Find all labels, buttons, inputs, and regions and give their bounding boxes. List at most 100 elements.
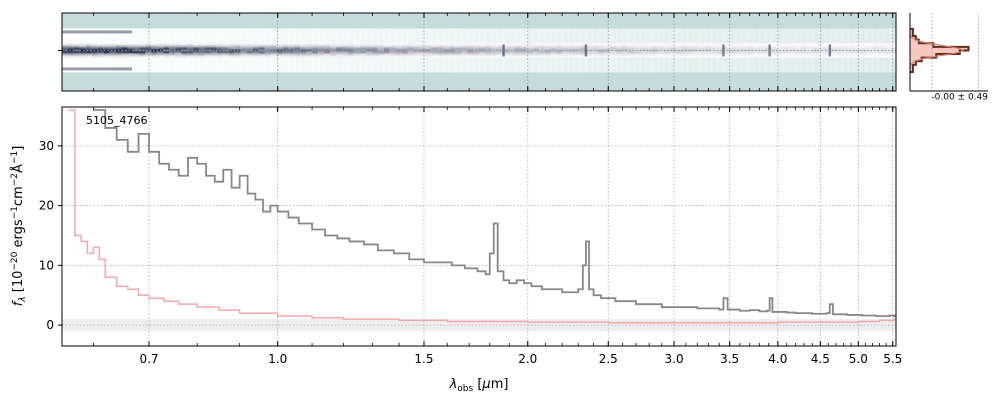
trace-core-cell (85, 49, 93, 52)
trace-core-cell (800, 55, 808, 58)
trace-core-cell (812, 43, 820, 46)
trace-core-cell (776, 47, 784, 50)
trace-core-cell (270, 49, 278, 52)
trace-core-cell (407, 49, 415, 52)
trace-core-cell (347, 53, 355, 56)
trace-core-cell (872, 45, 879, 48)
trace-core-cell (473, 55, 480, 58)
trace-core-cell (717, 55, 724, 58)
trace-core-cell (860, 51, 867, 54)
trace-core-cell (848, 45, 855, 48)
trace-core-cell (443, 53, 450, 56)
trace-core-cell (461, 47, 468, 50)
trace-core-cell (598, 55, 605, 58)
trace-core-cell (163, 53, 170, 56)
trace-core-cell (526, 49, 534, 52)
trace-core-cell (282, 51, 289, 54)
trace-core-cell (705, 55, 712, 58)
trace-core-cell (729, 49, 736, 52)
trace-core-cell (705, 51, 712, 54)
trace-core-cell (419, 51, 426, 54)
trace-core-cell (115, 53, 123, 56)
trace-core-cell (234, 43, 242, 46)
trace-core-cell (616, 51, 623, 54)
trace-core-cell (806, 47, 814, 50)
trace-core-cell (264, 49, 272, 52)
trace-core-cell (139, 51, 146, 54)
trace-core-cell (419, 55, 426, 58)
trace-core-cell (651, 43, 659, 46)
trace-core-cell (782, 55, 790, 58)
histogram-bar (910, 50, 960, 55)
trace-core-cell (324, 51, 331, 54)
trace-core-cell (246, 43, 254, 46)
trace-core-cell (812, 53, 820, 56)
trace-core-cell (103, 51, 111, 54)
trace-core-cell (181, 53, 188, 56)
emission-line-column (722, 44, 725, 57)
trace-core-cell (610, 49, 617, 52)
trace-core-cell (318, 45, 325, 48)
y-tick-label: 0 (46, 318, 54, 332)
trace-core-cell (806, 53, 814, 56)
trace-core-cell (288, 51, 295, 54)
trace-core-cell (467, 49, 474, 52)
trace-core-cell (502, 47, 510, 50)
trace-core-cell (806, 49, 814, 52)
trace-core-cell (240, 53, 248, 56)
trace-core-cell (467, 47, 474, 50)
trace-core-cell (788, 53, 796, 56)
trace-core-cell (502, 45, 510, 48)
trace-core-cell (687, 51, 695, 54)
trace-core-cell (145, 49, 152, 52)
trace-core-cell (377, 47, 385, 50)
trace-core-cell (788, 45, 796, 48)
trace-core-cell (425, 45, 432, 48)
trace-core-cell (878, 43, 885, 46)
trace-core-cell (109, 51, 117, 54)
histogram-bar (910, 43, 934, 47)
trace-core-cell (371, 43, 379, 46)
trace-core-cell (258, 47, 266, 50)
trace-core-cell (294, 55, 301, 58)
trace-core-cell (383, 55, 391, 58)
trace-core-cell (228, 55, 236, 58)
trace-core-cell (729, 47, 736, 50)
trace-core-cell (592, 55, 599, 58)
trace-core-cell (175, 45, 182, 48)
trace-core-cell (306, 43, 313, 46)
trace-core-cell (490, 51, 498, 54)
trace-core-cell (532, 55, 540, 58)
trace-core-cell (449, 53, 456, 56)
trace-core-cell (794, 53, 802, 56)
trace-core-cell (758, 53, 766, 56)
trace-core-cell (377, 51, 385, 54)
trace-core-cell (747, 51, 754, 54)
trace-core-cell (681, 43, 689, 46)
trace-core-cell (91, 53, 99, 56)
trace-core-cell (675, 55, 683, 58)
trace-core-cell (806, 43, 814, 46)
trace-core-cell (175, 55, 182, 58)
trace-core-cell (526, 47, 534, 50)
trace-core-cell (848, 53, 855, 56)
trace-core-cell (353, 53, 361, 56)
trace-core-cell (866, 43, 873, 46)
trace-core-cell (639, 47, 647, 50)
trace-core-cell (550, 47, 558, 50)
trace-core-cell (836, 43, 843, 46)
trace-core-cell (222, 45, 230, 48)
trace-core-cell (187, 51, 194, 54)
trace-core-cell (824, 45, 832, 48)
trace-core-cell (163, 51, 170, 54)
trace-core-cell (443, 55, 450, 58)
trace-core-cell (735, 51, 742, 54)
trace-core-cell (562, 45, 569, 48)
trace-core-cell (556, 55, 563, 58)
trace-core-cell (199, 47, 206, 50)
trace-core-cell (508, 47, 516, 50)
trace-core-cell (848, 51, 855, 54)
trace-core-cell (669, 51, 677, 54)
trace-core-cell (592, 45, 599, 48)
trace-core-cell (782, 43, 790, 46)
